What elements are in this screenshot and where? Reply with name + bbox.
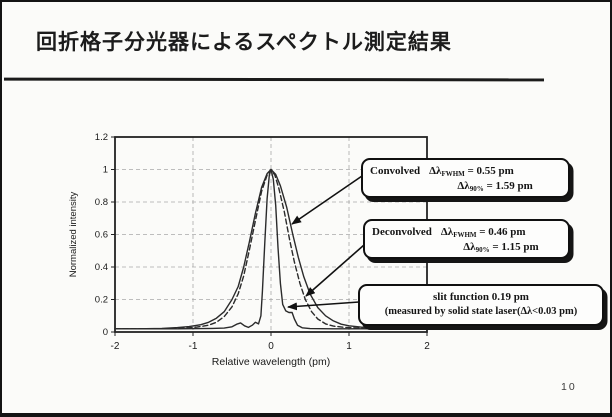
convolved-fwhm-value: ΔλFWHM = 0.55 pm [429, 165, 514, 178]
page-title: 回折格子分光器によるスペクトル測定結果 [36, 31, 452, 54]
x-tick-label: 2 [424, 341, 430, 352]
slit-function-line1: slit function 0.19 pm [433, 291, 529, 303]
deconvolved-label: Deconvolved [372, 226, 432, 238]
convolved-label: Convolved [370, 165, 421, 177]
y-tick-label: 1.2 [95, 132, 108, 143]
y-tick-label: 0.8 [95, 197, 108, 208]
x-tick-label: 0 [268, 341, 274, 352]
x-tick-label: 1 [346, 341, 352, 352]
x-tick-label: -1 [189, 341, 198, 352]
x-tick-label: -2 [111, 341, 120, 352]
slit-function-line2: (measured by solid state laser(Δλ<0.03 p… [384, 305, 578, 317]
y-tick-label: 0.2 [95, 295, 108, 306]
curve-slit-function [114, 168, 428, 330]
annotation-box-deconvolved: Deconvolved ΔλFWHM = 0.46 pm Δλ90% = 1.1… [363, 219, 570, 259]
arrow-to-deconvolved-icon [305, 244, 365, 297]
deconvolved-fwhm-value: ΔλFWHM = 0.46 pm [440, 226, 526, 239]
annotation-box-convolved: Convolved ΔλFWHM = 0.55 pm Δλ90% = 1.59 … [361, 158, 570, 198]
annotation-box-slit-function: slit function 0.19 pm (measured by solid… [358, 284, 604, 326]
x-axis-label: Relative wavelength (pm) [212, 356, 330, 368]
y-tick-label: 0.6 [95, 230, 108, 241]
y-axis-label: Normalized intensity [68, 191, 79, 277]
arrow-to-convolved-icon [291, 175, 363, 225]
y-tick-label: 0.4 [95, 262, 108, 273]
y-tick-label: 1 [103, 165, 108, 176]
deconvolved-90pct-value: Δλ90% = 1.15 pm [463, 241, 539, 255]
y-tick-label: 0 [103, 327, 108, 338]
page-number: 10 [561, 381, 577, 393]
convolved-90pct-value: Δλ90% = 1.59 pm [457, 180, 533, 194]
arrow-to-slit-icon [287, 301, 360, 311]
curve-deconvolved [114, 168, 428, 330]
